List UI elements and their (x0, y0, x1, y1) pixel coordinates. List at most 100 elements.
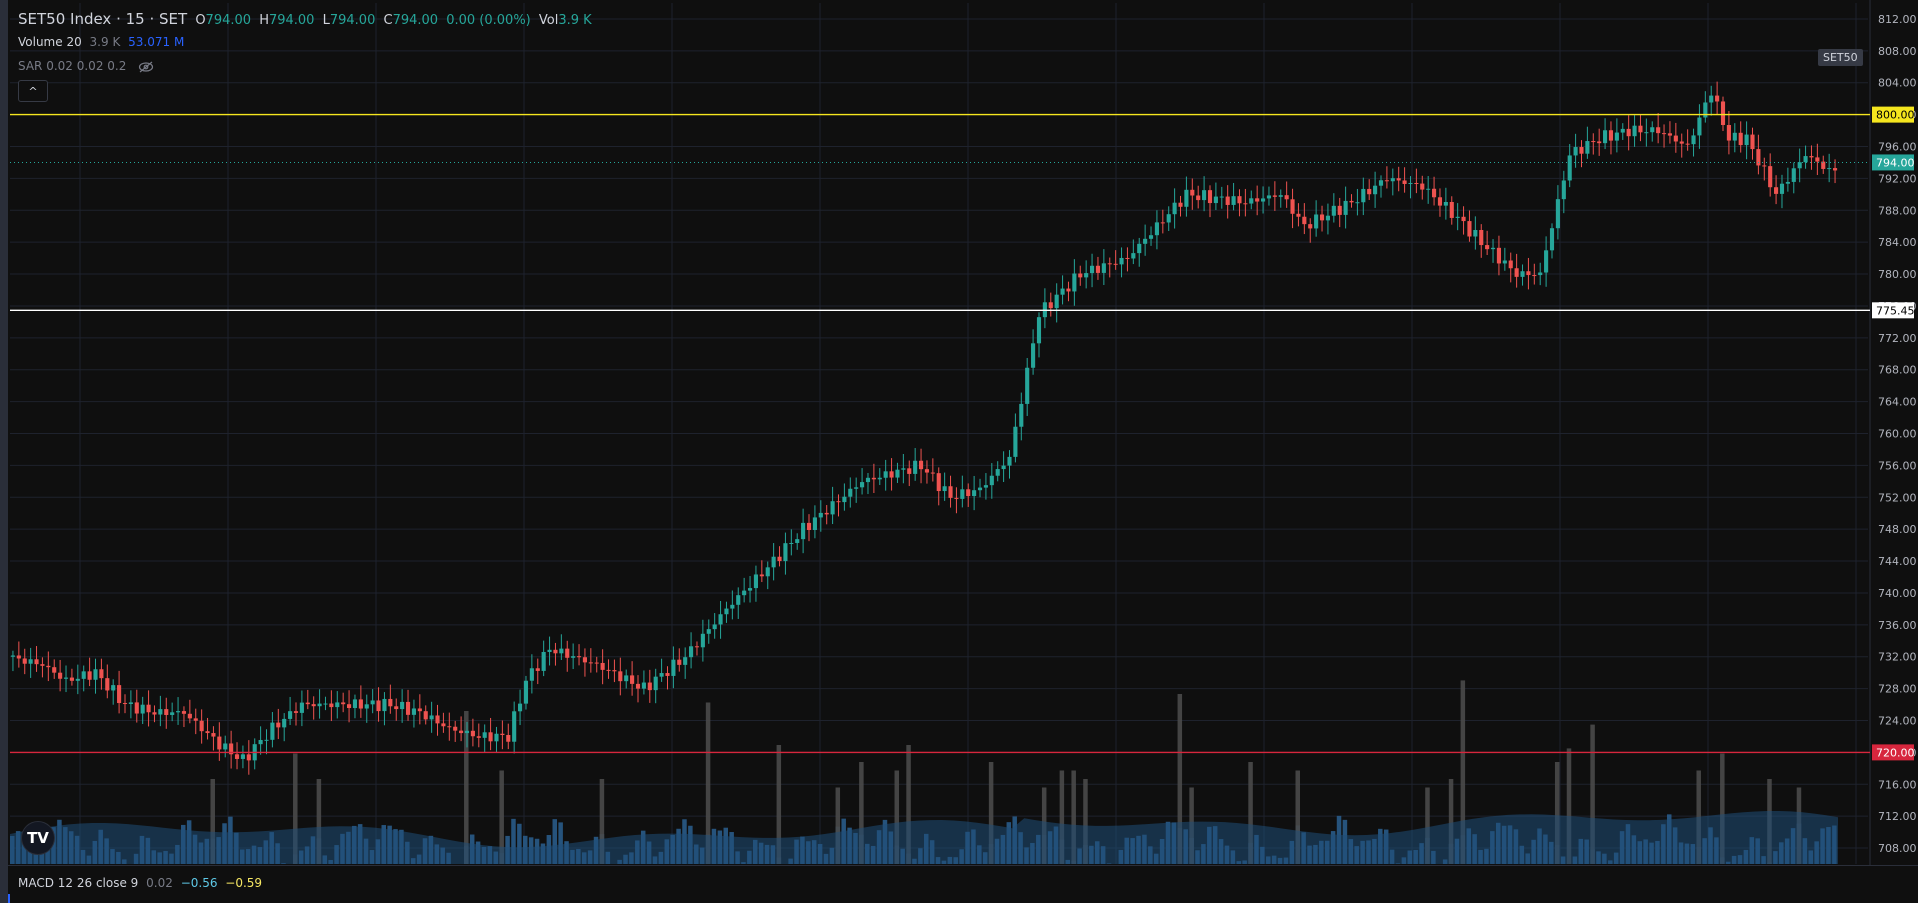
candle-body (1485, 245, 1490, 250)
candle-body (1390, 178, 1395, 182)
candle-body (1166, 214, 1171, 223)
candle-body (588, 662, 593, 664)
candle-body (164, 709, 169, 715)
candle-body (1402, 180, 1407, 184)
last-price-tag: 794.00 (1876, 156, 1915, 169)
candle-body (1685, 143, 1690, 145)
volume-spike-bar (1071, 770, 1076, 864)
level-label: 720.00 (1876, 746, 1915, 759)
candle-body (1219, 196, 1224, 198)
volume-spike-bar (1059, 770, 1065, 864)
candle-body (1426, 188, 1431, 190)
candle-body (1827, 168, 1832, 170)
candle-body (977, 487, 983, 491)
volume-spike-bar (1448, 779, 1454, 864)
candle-body (600, 662, 605, 670)
candle-body (529, 668, 534, 681)
candle-body (1508, 260, 1513, 269)
candle-body (16, 655, 21, 659)
candle-body (1290, 199, 1295, 214)
volume-spike-bar (1295, 770, 1300, 864)
candle-body (1231, 196, 1236, 205)
last-price-tag-bg (1872, 154, 1914, 171)
sar-indicator-legend[interactable]: SAR 0.02 0.02 0.2 (18, 59, 154, 73)
candle-body (370, 700, 375, 705)
candle-body (1302, 216, 1307, 225)
candle-body (523, 680, 529, 704)
candle-body (671, 659, 676, 676)
price-axis-tick-label: 784.00 (1878, 236, 1917, 249)
candle-body (476, 736, 481, 738)
candle-body (1432, 188, 1437, 198)
candle-body (541, 651, 546, 671)
volume-spike-bar (464, 711, 469, 864)
candle-body (52, 667, 57, 673)
candle-body (753, 574, 759, 589)
candle-body (1815, 157, 1820, 162)
candle-body (1490, 247, 1496, 250)
candle-body (1255, 198, 1260, 202)
candle-body (335, 702, 340, 708)
volume-spike-bar (894, 770, 900, 864)
candle-body (1573, 147, 1578, 156)
candle-body (1384, 180, 1389, 182)
candle-body (411, 708, 416, 715)
candle-body (1496, 247, 1501, 264)
candle-body (830, 501, 835, 515)
low-value: 794.00 (329, 13, 376, 28)
candle-body (1544, 250, 1549, 273)
volume-bar (558, 822, 563, 864)
volume-spike-bar (1554, 762, 1560, 864)
candle-body (1031, 343, 1036, 368)
candle-body (488, 732, 493, 742)
candle-body (1361, 188, 1366, 203)
tradingview-logo[interactable]: TV (22, 822, 54, 854)
candle-body (535, 668, 540, 671)
macd-indicator-legend[interactable]: MACD 12 26 close 9 0.02 −0.56 −0.59 (18, 876, 266, 890)
candle-body (712, 624, 717, 630)
candle-body (93, 669, 98, 680)
candle-body (1679, 141, 1684, 144)
candle-body (1237, 196, 1242, 204)
volume-indicator-legend[interactable]: Volume 20 3.9 K 53.071 M (18, 35, 188, 49)
price-axis-tick-label: 748.00 (1878, 523, 1917, 536)
candle-body (901, 468, 906, 470)
candle-body (28, 659, 33, 664)
level-label-bg (1872, 106, 1914, 123)
candle-body (470, 730, 475, 737)
candle-body (1732, 132, 1737, 141)
candle-body (641, 682, 646, 689)
candle-body (1585, 141, 1590, 154)
candle-body (358, 699, 363, 709)
candle-body (1656, 127, 1661, 134)
candle-body (234, 754, 240, 759)
chevron-up-icon: ^ (28, 84, 38, 98)
candle-body (789, 542, 794, 544)
candle-body (966, 489, 971, 497)
hidden-eye-icon[interactable] (138, 61, 154, 73)
candle-body (1538, 272, 1543, 276)
high-value: 794.00 (268, 13, 315, 28)
candle-body (58, 672, 63, 679)
candle-body (1644, 132, 1649, 134)
candle-body (1620, 128, 1625, 133)
candle-body (400, 701, 405, 710)
candle-body (1367, 188, 1372, 195)
candle-body (1343, 200, 1348, 215)
candle-body (1473, 230, 1478, 237)
candle-body (1408, 182, 1413, 184)
pane-separator[interactable] (0, 865, 1918, 866)
price-axis-tick-label: 728.00 (1878, 683, 1917, 696)
candle-body (441, 723, 446, 727)
symbol-title[interactable]: SET50 Index · 15 · SET (18, 10, 188, 28)
candle-body (158, 709, 163, 715)
candle-body (1744, 134, 1749, 146)
candle-body (423, 711, 428, 720)
candle-body (1479, 230, 1484, 246)
macd-value-1: 0.02 (146, 876, 173, 890)
candle-body (388, 698, 393, 707)
ohlc-legend: SET50 Index · 15 · SET O794.00 H794.00 L… (18, 10, 596, 28)
collapse-legend-button[interactable]: ^ (18, 80, 48, 102)
